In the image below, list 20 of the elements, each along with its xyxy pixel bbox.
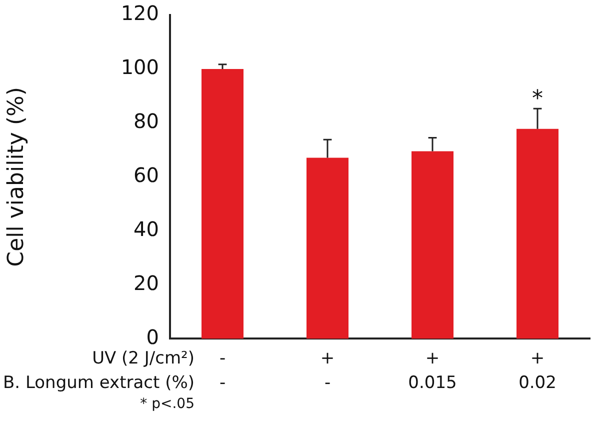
x-tick-label: + -	[320, 348, 335, 394]
y-tick-label: 20	[134, 270, 159, 295]
bar	[412, 151, 454, 339]
y-axis-title: Cell viability (%)	[4, 86, 29, 267]
bar	[516, 128, 558, 339]
y-tick-label: 120	[120, 1, 159, 26]
y-tick-label: 100	[120, 55, 159, 80]
x-tick-label: + 0.015	[408, 348, 457, 394]
y-tick-label: 0	[146, 324, 159, 349]
text: * p<.05	[140, 396, 194, 412]
x-tick-label: - -	[219, 348, 226, 394]
y-tick-label: 60	[134, 163, 159, 188]
annotation: *	[532, 86, 543, 112]
text: B. Longum extract (%)	[3, 373, 194, 394]
bar	[306, 158, 348, 339]
y-tick-label: 40	[134, 217, 159, 242]
x-tick-label: + 0.02	[518, 348, 556, 394]
text: UV (2 J/cm²)	[92, 348, 194, 368]
y-tick-label: 80	[134, 109, 159, 134]
bar	[202, 68, 244, 339]
